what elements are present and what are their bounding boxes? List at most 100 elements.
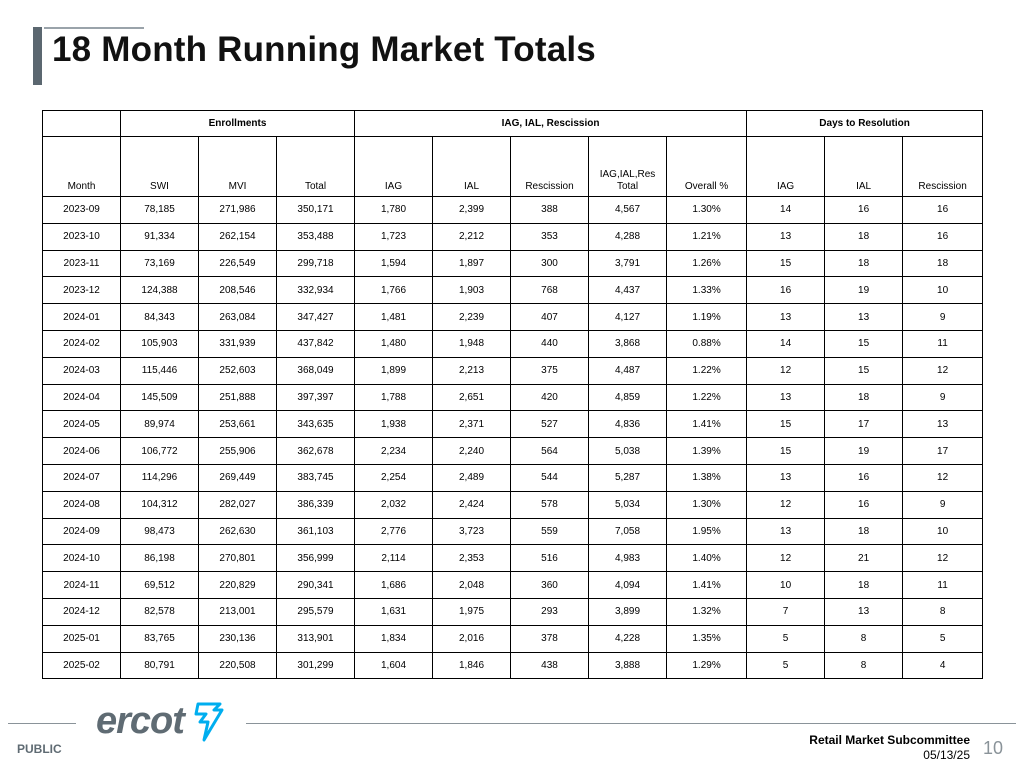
table-cell: 270,801: [198, 544, 277, 573]
table-cell: 578: [510, 490, 590, 519]
table-cell: 2025-02: [42, 651, 121, 680]
table-cell: 1,686: [354, 571, 434, 599]
table-cell: 2,489: [432, 463, 512, 492]
table-cell: 15: [746, 410, 826, 439]
table-cell: 9: [902, 383, 984, 412]
table-cell: 10: [902, 276, 984, 305]
table-cell: 1,899: [354, 356, 434, 385]
table-cell: 2024-08: [42, 490, 121, 519]
table-row: 2024-11 69,512 220,829 290,341 1,686 2,048 360…: [42, 571, 984, 599]
table-cell: 2,032: [354, 490, 434, 519]
table-cell: 295,579: [275, 597, 356, 626]
table-cell: 437,842: [275, 329, 356, 358]
table-cell: 2024-05: [42, 410, 121, 439]
table-row: 2023-10 91,334 262,154 353,488 1,723 2,212 353…: [42, 222, 984, 251]
table-cell: 1.41%: [666, 410, 748, 439]
page-number: 10: [983, 738, 1004, 758]
table-cell: 544: [510, 463, 590, 492]
table-row: 2024-06 106,772 255,906 362,678 2,234 2,240 56…: [42, 437, 984, 465]
table-cell: 1,604: [354, 651, 434, 680]
table-cell: 9: [902, 490, 984, 519]
table-cell: 220,829: [198, 571, 277, 599]
table-cell: 5,034: [588, 490, 668, 519]
table-cell: 4,859: [588, 383, 668, 412]
table-cell: 290,341: [275, 571, 356, 599]
table-cell: 2024-04: [42, 383, 121, 412]
table-cell: 4,127: [588, 303, 668, 331]
table-row: 2025-02 80,791 220,508 301,299 1,604 1,846 438…: [42, 651, 984, 680]
table-cell: 3,791: [588, 249, 668, 278]
public-label: PUBLIC: [17, 742, 62, 756]
table-cell: 2,234: [354, 437, 434, 465]
table-cell: 252,603: [198, 356, 277, 385]
table-cell: 208,546: [198, 276, 277, 305]
table-row: 2024-09 98,473 262,630 361,103 2,776 3,723 559…: [42, 517, 984, 546]
table-cell: 124,388: [120, 276, 199, 305]
table-row: 2024-10 86,198 270,801 356,999 2,114 2,353 516…: [42, 544, 984, 573]
ercot-bolt-icon: [194, 702, 224, 742]
table-cell: 12: [746, 544, 826, 573]
table-row: 2024-04 145,509 251,888 397,397 1,788 2,651 42…: [42, 383, 984, 412]
table-cell: 251,888: [198, 383, 277, 412]
table-cell: 9: [902, 303, 984, 331]
footer-rule-right: [246, 723, 1016, 724]
table-cell: 18: [824, 571, 904, 599]
table-cell: 5,038: [588, 437, 668, 465]
table-cell: 282,027: [198, 490, 277, 519]
table-cell: 115,446: [120, 356, 199, 385]
table-cell: 4,567: [588, 196, 668, 224]
table-cell: 564: [510, 437, 590, 465]
table-cell: 2023-12: [42, 276, 121, 305]
table-cell: 7: [746, 597, 826, 626]
table-cell: 1.38%: [666, 463, 748, 492]
table-cell: 2025-01: [42, 624, 121, 653]
table-cell: 2,353: [432, 544, 512, 573]
table-cell: 80,791: [120, 651, 199, 680]
table-cell: 1,938: [354, 410, 434, 439]
column-header: IAL: [432, 136, 512, 197]
table-cell: 10: [902, 517, 984, 546]
table-row: 2024-05 89,974 253,661 343,635 1,938 2,371 527…: [42, 410, 984, 439]
table-cell: 368,049: [275, 356, 356, 385]
table-cell: 3,723: [432, 517, 512, 546]
table-cell: 263,084: [198, 303, 277, 331]
table-cell: 19: [824, 276, 904, 305]
table-cell: 78,185: [120, 196, 199, 224]
column-header: Total: [275, 136, 356, 197]
table-cell: 13: [746, 303, 826, 331]
table-cell: 13: [746, 517, 826, 546]
column-header: Rescission: [902, 136, 984, 197]
table-cell: 82,578: [120, 597, 199, 626]
column-header-row: Month SWI MVI Total IAG IAL Rescission IAG,IAL,…: [42, 136, 984, 197]
column-header: IAG,IAL,Res Total: [588, 136, 668, 197]
table-cell: 2,048: [432, 571, 512, 599]
table-cell: 3,899: [588, 597, 668, 626]
table-cell: 16: [902, 196, 984, 224]
table-cell: 360: [510, 571, 590, 599]
ercot-logo: ercot: [96, 700, 185, 743]
market-totals-table: Enrollments IAG, IAL, Rescission Days to R…: [42, 110, 984, 680]
table-cell: 86,198: [120, 544, 199, 573]
table-cell: 375: [510, 356, 590, 385]
table-cell: 516: [510, 544, 590, 573]
title-accent-bar: [33, 27, 42, 85]
table-cell: 301,299: [275, 651, 356, 680]
table-cell: 1.35%: [666, 624, 748, 653]
table-row: 2024-12 82,578 213,001 295,579 1,631 1,975 293…: [42, 597, 984, 626]
table-cell: 8: [824, 624, 904, 653]
table-cell: 105,903: [120, 329, 199, 358]
ercot-logo-text: ercot: [96, 700, 185, 742]
table-cell: 1,481: [354, 303, 434, 331]
table-cell: 16: [902, 222, 984, 251]
table-cell: 12: [746, 356, 826, 385]
table-cell: 1.21%: [666, 222, 748, 251]
group-header-cell: Enrollments: [119, 110, 356, 137]
table-cell: 89,974: [120, 410, 199, 439]
table-cell: 3,888: [588, 651, 668, 680]
column-header: IAG: [354, 136, 434, 197]
table-cell: 7,058: [588, 517, 668, 546]
table-cell: 2024-11: [42, 571, 121, 599]
table-cell: 5: [746, 624, 826, 653]
column-header: SWI: [120, 136, 199, 197]
table-cell: 1,480: [354, 329, 434, 358]
